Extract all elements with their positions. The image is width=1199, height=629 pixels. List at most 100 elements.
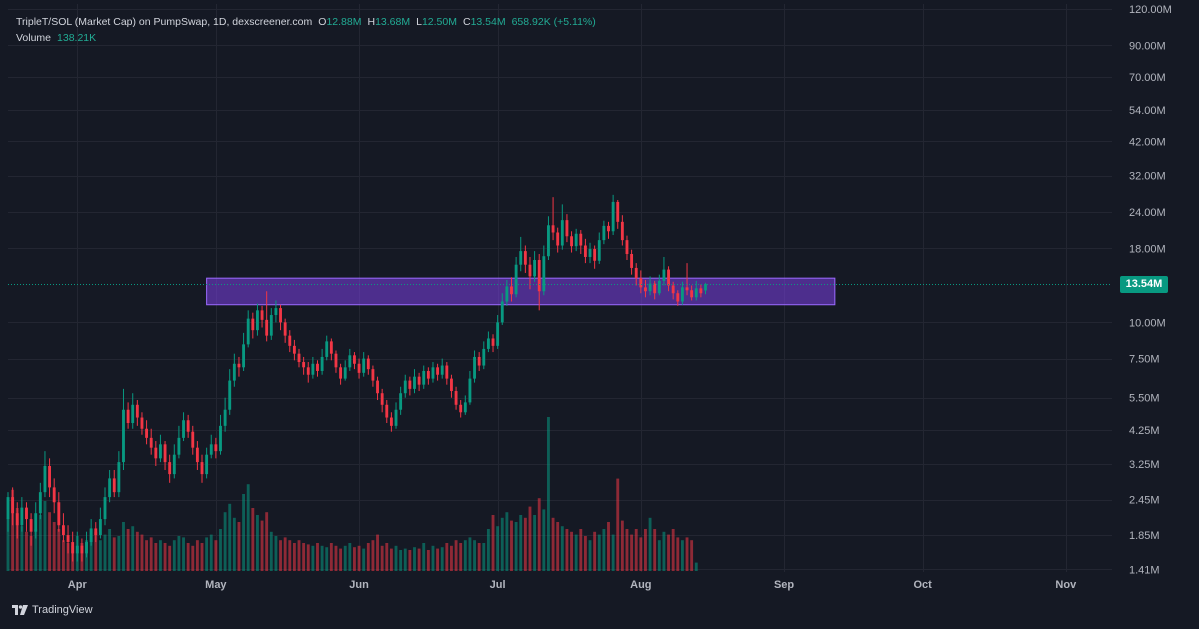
ohlc-o-value: 12.88M	[326, 16, 362, 28]
candle	[71, 531, 75, 562]
volume-bar	[214, 540, 218, 571]
volume-bar	[630, 534, 634, 571]
chart-legend: TripleT/SOL (Market Cap) on PumpSwap, 1D…	[16, 14, 602, 46]
candle-body	[57, 502, 61, 526]
candle	[57, 492, 61, 532]
candle-body	[560, 220, 564, 246]
candle	[371, 365, 375, 387]
volume-bar	[537, 498, 541, 571]
volume-bar	[514, 522, 518, 571]
candle-body	[579, 233, 583, 246]
candle	[366, 355, 370, 375]
candle-body	[228, 380, 232, 410]
ohlc-o: O12.88M	[318, 16, 367, 28]
y-tick-label: 10.00M	[1129, 317, 1166, 329]
candle-body	[131, 404, 135, 424]
candle	[117, 451, 121, 498]
volume-bar	[20, 526, 24, 571]
candle-body	[593, 248, 597, 261]
ohlc-l-key: L	[416, 16, 422, 28]
ohlc-c-value: 13.54M	[470, 16, 506, 28]
candle	[528, 256, 532, 290]
candle	[182, 412, 185, 442]
candle	[667, 266, 670, 292]
volume-bar	[191, 545, 195, 571]
y-tick-label: 24.00M	[1129, 207, 1166, 219]
candle-body	[15, 513, 19, 526]
volume-bar	[172, 540, 176, 571]
candle	[43, 451, 47, 498]
candle	[61, 513, 65, 543]
candle	[611, 194, 615, 235]
candle	[648, 276, 652, 296]
candle	[122, 388, 125, 470]
support-zone[interactable]	[206, 277, 836, 306]
candle	[191, 425, 195, 455]
candle-body	[648, 283, 652, 292]
candle	[140, 412, 144, 435]
candle-body	[334, 353, 338, 368]
candle	[108, 469, 112, 503]
support-zone-rect[interactable]	[206, 277, 836, 306]
candle-body	[510, 286, 513, 295]
y-tick-label: 2.45M	[1129, 495, 1160, 507]
candle-body	[547, 225, 550, 257]
y-axis[interactable]: 120.00M 90.00M 70.00M 54.00M 42.00M 32.00M 24.…	[1129, 4, 1172, 576]
candle-body	[468, 378, 472, 403]
candle-body	[477, 356, 481, 366]
candle	[491, 334, 495, 353]
candle	[98, 507, 102, 539]
x-axis[interactable]: Apr May Jun Jul Aug Sep Oct Nov	[68, 579, 1077, 591]
volume-bar	[657, 540, 661, 571]
candle-body	[288, 335, 292, 346]
volume-bar	[57, 529, 61, 571]
volume-bar	[265, 512, 269, 571]
volume-bar	[302, 543, 306, 571]
x-tick-label: Jul	[490, 579, 506, 591]
volume-bar	[588, 540, 592, 571]
candle	[195, 441, 199, 470]
candle-body	[48, 465, 52, 488]
symbol-label[interactable]: TripleT/SOL (Market Cap) on PumpSwap, 1D…	[16, 16, 313, 28]
candle	[329, 338, 333, 361]
candle-body	[163, 444, 167, 463]
candle-body	[607, 225, 610, 232]
candle	[232, 353, 236, 387]
candle	[205, 447, 209, 479]
candle	[159, 434, 162, 463]
volume-bar	[348, 543, 352, 571]
volume-bar	[11, 489, 15, 571]
candle	[450, 374, 453, 398]
candle	[459, 400, 463, 418]
volume-bar	[560, 526, 564, 571]
volume-bar	[98, 540, 102, 571]
candle-body	[71, 542, 75, 554]
volume-bar	[103, 534, 107, 571]
tradingview-footer[interactable]: TradingView	[12, 604, 93, 616]
y-tick-label: 5.50M	[1129, 393, 1160, 405]
y-tick-label: 54.00M	[1129, 105, 1166, 117]
candle	[223, 397, 227, 432]
candle	[644, 279, 647, 298]
candle-body	[186, 420, 190, 432]
candle	[343, 360, 347, 381]
candle	[431, 362, 435, 383]
candle-body	[85, 542, 88, 554]
volume-bar	[436, 548, 440, 571]
candle	[48, 458, 52, 498]
candle-body	[209, 444, 213, 455]
candle-body	[112, 478, 116, 493]
candle-body	[454, 391, 458, 405]
volume-bar	[279, 540, 282, 571]
candle	[75, 531, 79, 562]
candle	[80, 538, 84, 562]
volume-label[interactable]: Volume	[16, 32, 52, 44]
volume-bar	[94, 531, 98, 571]
volume-bar	[634, 529, 638, 571]
candle	[486, 331, 490, 353]
volume-bar	[565, 529, 569, 571]
volume-bar	[685, 537, 689, 571]
candle-body	[348, 355, 352, 368]
